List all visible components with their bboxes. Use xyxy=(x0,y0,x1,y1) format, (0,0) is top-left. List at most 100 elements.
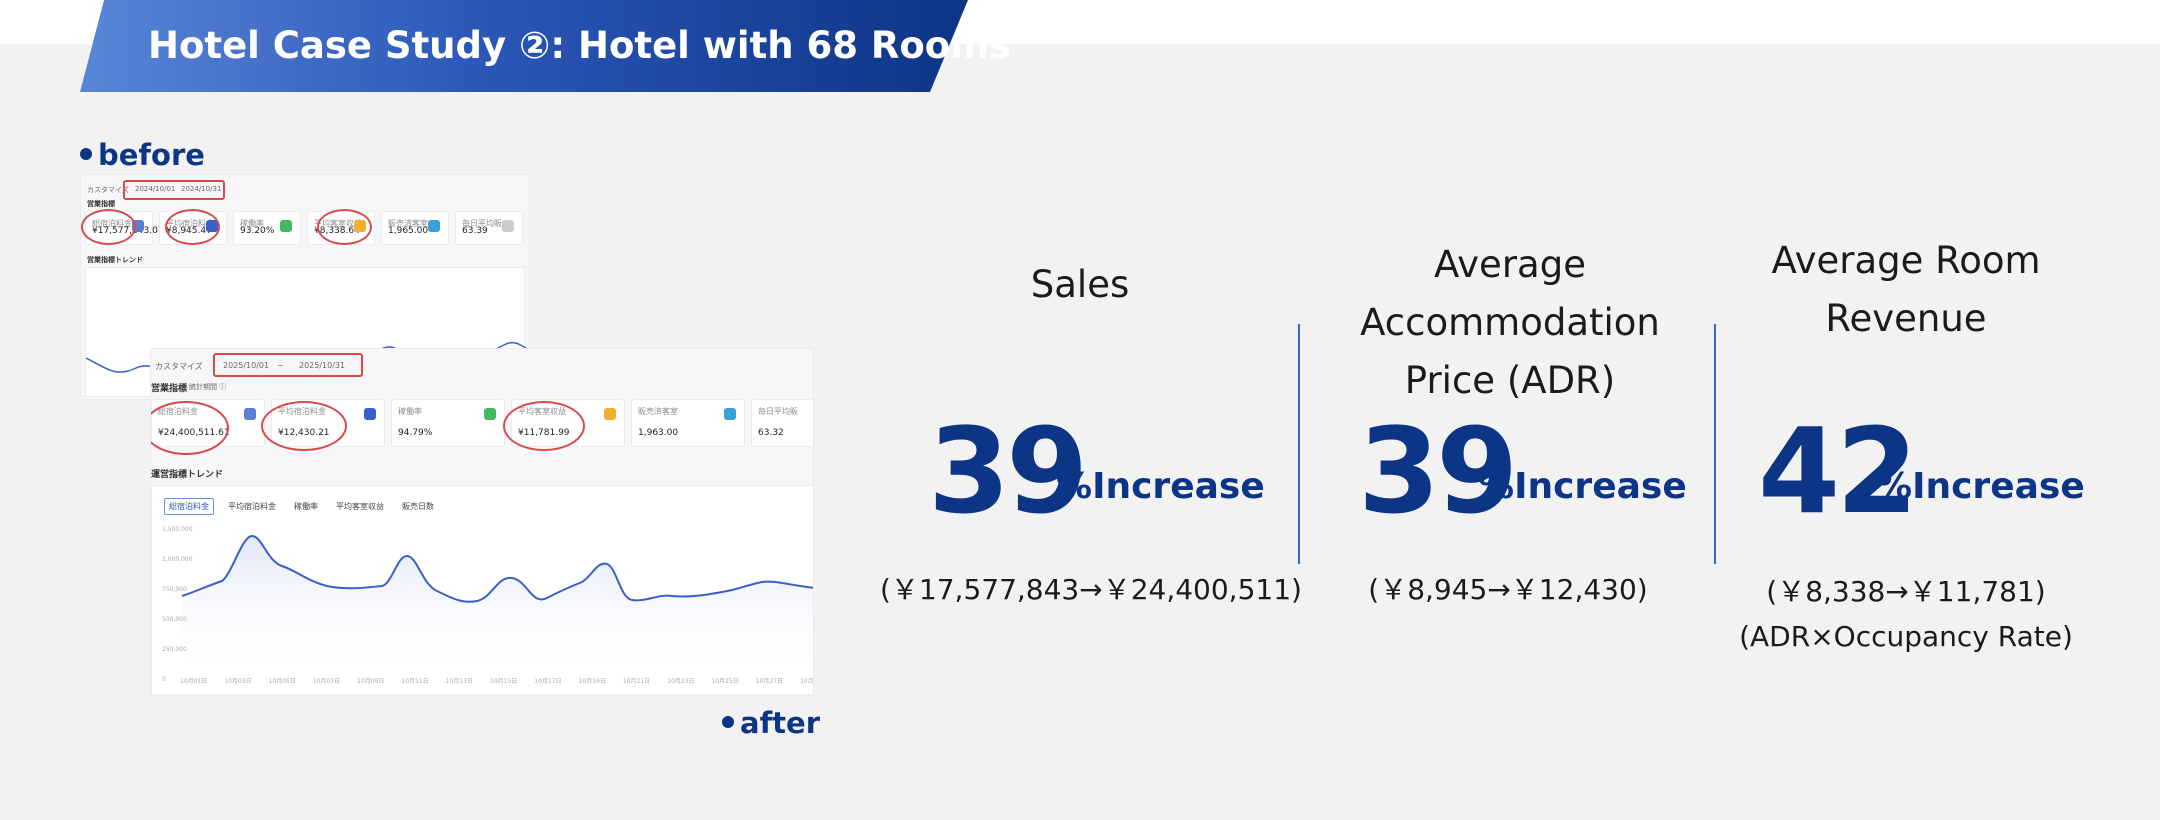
before-date-from: 2024/10/01 xyxy=(135,185,176,193)
after-x-axis: 10月01日 10月03日 10月05日 10月07日 10月09日 10月11日 10月1… xyxy=(180,676,813,690)
before-trend-title: 営業指標トレンド xyxy=(87,256,143,264)
x-tick-label: 10月09日 xyxy=(357,678,385,685)
metric-revpar-value: 42 xyxy=(1758,402,1918,540)
kpi-icon xyxy=(724,408,736,420)
metric-adr-range: (￥8,945→￥12,430) xyxy=(1368,573,1648,606)
after-kpi-value: 1,963.00 xyxy=(638,428,679,438)
tab-trend-metric[interactable]: 平均客室収益 xyxy=(336,502,384,511)
before-date-highlight xyxy=(123,180,225,200)
x-tick-label: 10月29日 xyxy=(800,678,814,685)
after-kpi-row: 総宿泊料金 ¥24,400,511.61 平均宿泊料金 ¥12,430.21 稼働率 94… xyxy=(151,399,813,447)
kpi-icon xyxy=(502,220,514,232)
after-kpi-value: 94.79% xyxy=(398,428,433,438)
before-kpi-card: 毎日平均販 63.39 xyxy=(455,211,523,245)
after-trend-chart xyxy=(181,534,813,676)
x-tick-label: 10月05日 xyxy=(268,678,296,685)
after-customize: カスタマイズ xyxy=(155,362,203,371)
before-sales-highlight xyxy=(81,209,136,245)
x-tick-label: 10月19日 xyxy=(578,678,606,685)
after-adr-highlight xyxy=(261,401,347,451)
before-date-to: 2024/10/31 xyxy=(181,185,222,193)
before-kpi-value: 93.20% xyxy=(240,226,275,236)
metric-revpar-range: (￥8,338→￥11,781) xyxy=(1766,575,2046,608)
before-section-title: 営業指標 xyxy=(87,200,115,208)
metric-sales-value: 39 xyxy=(928,402,1088,540)
y-tick-label: 0 xyxy=(162,676,166,683)
after-date-to: 2025/10/31 xyxy=(299,361,346,370)
after-label: after xyxy=(722,706,820,740)
metric-revpar-heading: Average Room Revenue xyxy=(1726,232,2086,348)
x-tick-label: 10月03日 xyxy=(224,678,252,685)
before-adr-highlight xyxy=(165,209,220,245)
metric-adr-heading-line2: Price (ADR) xyxy=(1404,359,1616,402)
after-screenshot: カスタマイズ 2025/10/01 ~ 2025/10/31 営業指標 統計期間… xyxy=(150,348,814,696)
metric-revpar-heading-line2: Revenue xyxy=(1825,297,1987,340)
after-kpi-card: 稼働率 94.79% xyxy=(391,399,505,447)
metric-adr-heading: Average Accommodation Price (ADR) xyxy=(1280,236,1740,410)
metric-adr-heading-line1: Average Accommodation xyxy=(1360,243,1660,344)
metric-sales-suffix: %Increase xyxy=(1056,466,1265,507)
y-tick-label: 750,000 xyxy=(162,586,187,593)
y-tick-label: 500,000 xyxy=(162,616,187,623)
title-banner xyxy=(80,0,968,92)
after-label-text: after xyxy=(740,706,821,740)
metric-sales-range: (￥17,577,843→￥24,400,511) xyxy=(880,573,1302,606)
after-date-sep: ~ xyxy=(277,361,284,370)
before-kpi-label: 稼働率 xyxy=(240,219,264,228)
tab-trend-metric[interactable]: 稼働率 xyxy=(294,502,318,511)
page-title: Hotel Case Study ②: Hotel with 68 Rooms xyxy=(148,24,1011,67)
metric-sales-heading: Sales xyxy=(900,256,1260,314)
before-kpi-value: 63.39 xyxy=(462,226,488,236)
after-kpi-label: 稼働率 xyxy=(398,407,422,416)
kpi-icon xyxy=(484,408,496,420)
tab-trend-metric[interactable]: 総宿泊料金 xyxy=(164,498,214,515)
after-date-highlight xyxy=(213,353,363,377)
x-tick-label: 10月13日 xyxy=(445,678,473,685)
kpi-icon xyxy=(428,220,440,232)
bullet-dot-icon xyxy=(80,148,92,160)
before-customize: カスタマイズ xyxy=(87,186,129,194)
metric-sales-heading-line1: Sales xyxy=(1030,263,1130,306)
x-tick-label: 10月27日 xyxy=(755,678,783,685)
before-kpi-row: 総宿泊料金 ¥17,577,843.07 平均宿泊料金 ¥8,945.47 稼働率 93.… xyxy=(85,211,523,245)
y-tick-label: 1,000,000 xyxy=(162,556,193,563)
before-label-text: before xyxy=(98,138,205,172)
divider-2 xyxy=(1714,324,1716,564)
metric-adr-value: 39 xyxy=(1358,402,1518,540)
kpi-icon xyxy=(280,220,292,232)
x-tick-label: 10月11日 xyxy=(401,678,429,685)
before-kpi-card: 稼働率 93.20% xyxy=(233,211,301,245)
before-kpi-label: 毎日平均販 xyxy=(462,219,502,228)
before-label: before xyxy=(80,138,205,172)
divider-1 xyxy=(1298,324,1300,564)
after-revpar-highlight xyxy=(503,401,585,451)
y-tick-label: 1,500,000 xyxy=(162,526,193,533)
after-tab-bar: 総宿泊料金 平均宿泊料金 稼働率 平均客室収益 販売日数 xyxy=(164,494,448,515)
x-tick-label: 10月23日 xyxy=(667,678,695,685)
after-kpi-label: 毎日平均販 xyxy=(758,407,798,416)
x-tick-label: 10月17日 xyxy=(534,678,562,685)
bullet-dot-icon xyxy=(722,716,734,728)
after-kpi-label: 販売済客室 xyxy=(638,407,678,416)
x-tick-label: 10月01日 xyxy=(180,678,208,685)
metric-adr-suffix: %Increase xyxy=(1478,466,1687,507)
after-sales-highlight xyxy=(151,401,229,455)
kpi-icon xyxy=(244,408,256,420)
tab-trend-metric[interactable]: 平均宿泊料金 xyxy=(228,502,276,511)
before-kpi-value: 1,965.00 xyxy=(388,226,429,236)
after-date-from: 2025/10/01 xyxy=(223,361,270,370)
after-trend-title: 運営指標トレンド xyxy=(151,470,224,480)
tab-trend-metric[interactable]: 販売日数 xyxy=(402,502,434,511)
before-revpar-highlight xyxy=(317,209,372,245)
kpi-icon xyxy=(604,408,616,420)
x-tick-label: 10月21日 xyxy=(622,678,651,685)
after-chart-card: 総宿泊料金 平均宿泊料金 稼働率 平均客室収益 販売日数 1,500,000 1,000,… xyxy=(151,485,813,695)
x-tick-label: 10月07日 xyxy=(312,678,341,685)
x-tick-label: 10月25日 xyxy=(711,678,739,685)
y-tick-label: 250,000 xyxy=(162,646,187,653)
metric-revpar-note: (ADR×Occupancy Rate) xyxy=(1739,620,2073,653)
kpi-icon xyxy=(364,408,376,420)
metric-revpar-heading-line1: Average Room xyxy=(1771,239,2041,282)
after-section-sub: 統計期間 ⓘ xyxy=(189,383,227,391)
after-kpi-value: 63.32 xyxy=(758,428,784,438)
